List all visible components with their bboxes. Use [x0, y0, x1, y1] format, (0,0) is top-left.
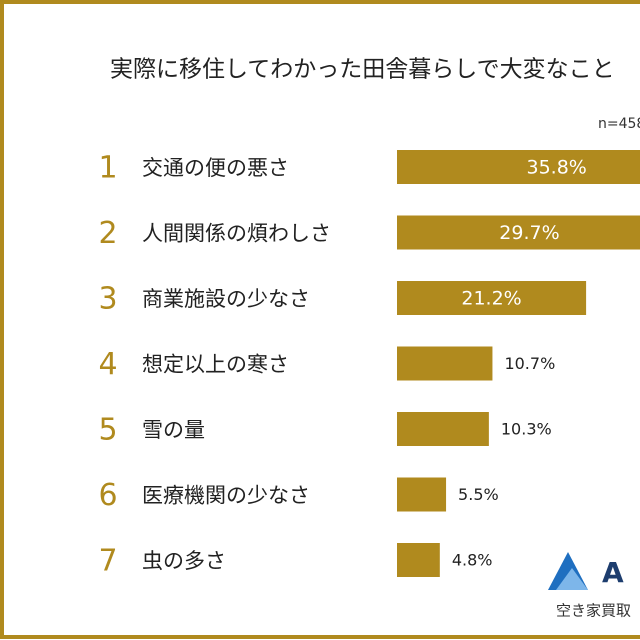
rank: 7 [98, 544, 117, 579]
category-label: 人間関係の煩わしさ [142, 222, 331, 246]
bar [397, 281, 587, 315]
bar [397, 412, 489, 446]
bar [397, 543, 440, 577]
logo-icon [556, 568, 588, 590]
category-label: 雪の量 [142, 418, 205, 442]
rank: 5 [98, 413, 117, 448]
bar [397, 150, 640, 184]
bar [397, 477, 447, 512]
value-label: 21.2% [461, 288, 521, 310]
logo: A 空き家買取 [548, 552, 631, 620]
value-label: 10.3% [501, 420, 552, 439]
category-label: 想定以上の寒さ [142, 353, 289, 377]
rank: 2 [98, 216, 117, 251]
bar [397, 346, 493, 381]
rank: 1 [98, 151, 117, 186]
category-label: 虫の多さ [142, 549, 226, 573]
chart-title: 実際に移住してわかった田舎暮らしで大変なこと [110, 57, 615, 83]
logo-text: 空き家買取 [556, 602, 631, 620]
value-label: 5.5% [458, 485, 499, 504]
bar [397, 215, 640, 250]
logo-mark: A [602, 556, 624, 589]
rank: 3 [98, 282, 117, 317]
rank: 6 [98, 478, 117, 513]
category-label: 医療機関の少なさ [142, 484, 310, 508]
category-label: 商業施設の少なさ [142, 287, 310, 311]
value-label: 29.7% [499, 222, 559, 244]
category-label: 交通の便の悪さ [142, 156, 289, 180]
sample-size: n=458 [598, 116, 640, 132]
value-label: 4.8% [452, 551, 493, 570]
value-label: 35.8% [526, 157, 586, 179]
rank: 4 [98, 347, 117, 382]
value-label: 10.7% [504, 354, 555, 373]
